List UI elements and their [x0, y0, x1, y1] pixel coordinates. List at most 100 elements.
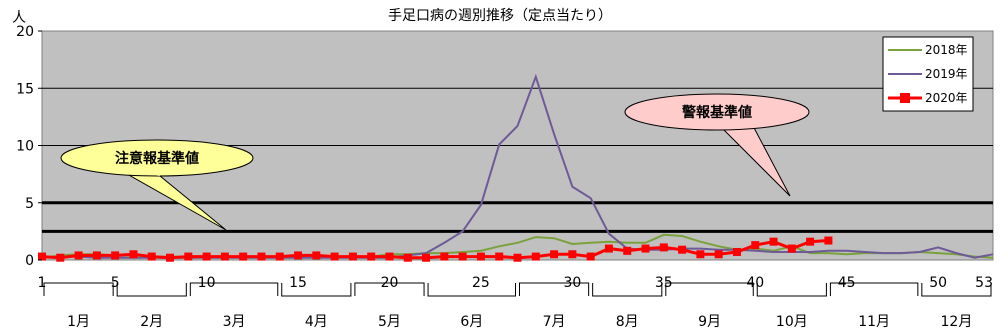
data-point	[239, 252, 248, 261]
legend-marker-2020	[900, 93, 910, 103]
y-ticks: 0 5 10 15 20	[16, 24, 42, 269]
data-point	[56, 253, 65, 262]
data-point	[641, 244, 650, 253]
callout-caution-ellipse	[60, 139, 254, 177]
data-point	[751, 241, 760, 250]
legend-item-2019: 2019年	[888, 67, 968, 81]
y-axis-label: 人	[12, 10, 26, 26]
data-point	[513, 253, 522, 262]
data-point	[732, 247, 741, 256]
chart-title: 手足口病の週別推移（定点当たり）	[388, 8, 612, 24]
month-label: 1月	[67, 314, 90, 330]
month-bracket	[921, 283, 992, 297]
data-point	[312, 251, 321, 260]
y-tick-label: 5	[25, 196, 34, 212]
data-point	[403, 253, 412, 262]
legend-label-2020: 2020年	[925, 91, 968, 105]
data-point	[696, 250, 705, 259]
month-bracket	[189, 282, 279, 296]
data-point	[330, 252, 339, 261]
data-point	[166, 253, 175, 262]
month-bracket	[281, 283, 352, 297]
month-brackets: 1月 2月 3月 4月 5月 6月 7月 8月 9月 10月 11月 12月	[43, 282, 992, 330]
data-point	[348, 252, 357, 261]
data-point	[129, 250, 138, 259]
month-bracket	[43, 282, 114, 296]
x-tick-label: 5	[111, 275, 120, 291]
series-layer	[38, 73, 994, 262]
month-label: 2月	[140, 314, 163, 330]
legend-item-2020: 2020年	[888, 91, 968, 105]
month-label: 4月	[305, 314, 328, 330]
data-point	[294, 251, 303, 260]
data-point	[74, 251, 83, 260]
y-tick-label: 0	[25, 253, 34, 269]
data-point	[422, 253, 431, 262]
month-label: 8月	[616, 314, 639, 330]
data-point	[586, 252, 595, 261]
month-bracket	[519, 282, 590, 296]
legend-item-2018: 2018年	[888, 43, 968, 57]
month-label: 10月	[776, 314, 808, 330]
data-point	[458, 252, 467, 261]
data-point	[678, 245, 687, 254]
y-tick-label: 20	[16, 24, 34, 40]
callout-alarm-text: 警報基準値	[682, 104, 752, 121]
x-tick-label: 25	[472, 275, 490, 291]
month-label: 6月	[460, 314, 483, 330]
month-bracket	[756, 283, 827, 297]
month-bracket	[427, 283, 516, 297]
data-point	[257, 252, 266, 261]
callout-caution-text: 注意報基準値	[115, 150, 199, 167]
x-tick-label: 15	[289, 275, 307, 291]
month-label: 9月	[698, 314, 721, 330]
data-point	[92, 251, 101, 260]
data-point	[623, 246, 632, 255]
data-point	[604, 244, 613, 253]
x-tick-label: 1	[38, 275, 47, 291]
month-label: 11月	[858, 314, 890, 330]
month-label: 12月	[941, 314, 973, 330]
data-point	[385, 252, 394, 261]
month-bracket	[354, 282, 425, 296]
callout-alarm: 警報基準値	[624, 93, 810, 197]
month-label: 7月	[543, 314, 566, 330]
x-tick-label: 40	[746, 275, 764, 291]
y-tick-label: 15	[16, 81, 34, 97]
legend-label-2019: 2019年	[925, 67, 968, 81]
data-point	[184, 252, 193, 261]
month-label: 3月	[223, 314, 246, 330]
data-point	[476, 252, 485, 261]
month-bracket	[665, 282, 754, 296]
legend: 2018年 2019年 2020年	[882, 36, 974, 112]
data-point	[440, 252, 449, 261]
x-tick-label: 50	[929, 275, 947, 291]
month-label: 5月	[378, 314, 401, 330]
reference-lines	[42, 201, 993, 233]
data-point	[495, 252, 504, 261]
data-point	[38, 252, 46, 261]
data-point	[824, 236, 833, 245]
data-point	[220, 252, 229, 261]
data-point	[531, 252, 540, 261]
month-bracket	[592, 283, 663, 297]
x-tick-label: 35	[655, 275, 673, 291]
data-point	[787, 244, 796, 253]
data-point	[806, 237, 815, 246]
y-tick-label: 10	[16, 139, 34, 155]
month-bracket	[829, 282, 919, 296]
month-bracket	[116, 283, 187, 297]
callout-caution: 注意報基準値	[60, 139, 254, 231]
data-point	[714, 250, 723, 259]
legend-label-2018: 2018年	[925, 43, 968, 57]
callout-alarm-ellipse	[624, 93, 810, 131]
data-point	[659, 243, 668, 252]
data-point	[147, 252, 156, 261]
data-point	[568, 250, 577, 259]
data-point	[367, 252, 376, 261]
data-point	[769, 237, 778, 246]
data-point	[550, 250, 559, 259]
data-point	[111, 251, 120, 260]
data-point	[275, 252, 284, 261]
